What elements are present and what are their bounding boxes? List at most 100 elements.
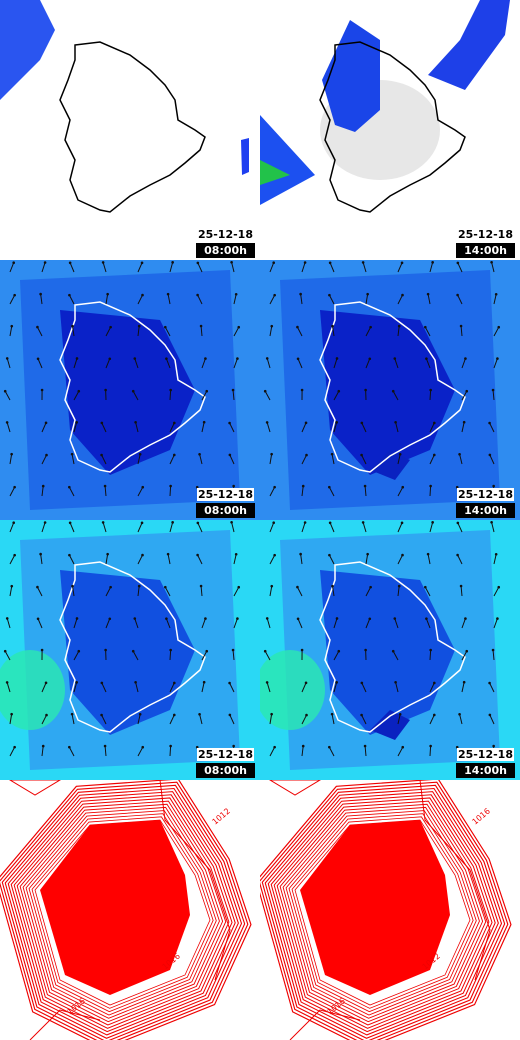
wind-arrow-head: [140, 261, 144, 265]
wind-arrow: [229, 454, 235, 465]
wind-arrow-head: [360, 421, 364, 425]
isobar: [159, 780, 231, 981]
isobar: [291, 816, 474, 1009]
wind-arrow-head: [270, 452, 273, 456]
time-stamp: 14:00h: [456, 763, 515, 778]
wind-arrow-head: [10, 452, 13, 456]
wind-arrow: [101, 682, 107, 693]
wind-arrow: [493, 554, 497, 565]
wind-arrow-head: [494, 292, 498, 296]
wind-arrow-head: [36, 357, 40, 361]
wind-arrow: [102, 522, 107, 533]
wind-arrow-head: [13, 485, 16, 489]
wind-arrow-head: [300, 388, 304, 392]
wind-arrow-head: [164, 325, 167, 329]
wind-arrow-head: [425, 617, 428, 620]
precip-area: [322, 20, 380, 132]
wind-arrow: [301, 714, 307, 725]
wind-arrow: [297, 586, 303, 597]
wind-arrow-head: [199, 324, 203, 328]
wind-arrow-head: [10, 324, 14, 328]
wind-arrow-head: [265, 357, 269, 360]
wind-arrow: [362, 262, 367, 273]
wind-arrow: [200, 325, 203, 337]
wind-arrow: [301, 522, 306, 533]
wind-arrow: [364, 485, 367, 497]
wind-arrow: [137, 586, 140, 597]
wind-arrow: [457, 554, 463, 565]
wind-arrow: [266, 682, 271, 693]
wind-arrow: [329, 262, 335, 273]
precip-area: [0, 0, 55, 100]
wind-arrow: [365, 294, 369, 305]
wind-arrow: [492, 649, 495, 661]
wind-arrow-head: [265, 681, 269, 684]
wind-arrow: [41, 522, 46, 533]
wind-arrow: [397, 262, 403, 273]
wind-arrow: [361, 714, 367, 725]
date-stamp: 25-12-18: [456, 488, 514, 501]
wind-arrow-head: [232, 744, 235, 748]
wind-arrow: [269, 746, 276, 757]
wind-arrow: [395, 682, 399, 693]
wind-arrow: [9, 746, 16, 757]
wind-arrow: [489, 422, 495, 433]
wind-arrow-head: [131, 649, 135, 653]
wind-arrow: [137, 746, 144, 757]
wind-arrow: [492, 389, 495, 401]
wind-arrow-head: [400, 261, 404, 265]
time-stamp: 14:00h: [456, 503, 515, 518]
wind-arrow: [134, 358, 139, 369]
wind-arrow-head: [36, 617, 40, 621]
wind-arrow: [333, 618, 338, 629]
pressure-core: [300, 820, 450, 995]
wind-arrow-head: [299, 552, 302, 556]
wind-arrow-head: [401, 293, 404, 297]
wind-arrow-head: [458, 712, 461, 716]
wind-arrow-head: [497, 325, 501, 329]
wind-arrow-head: [328, 293, 331, 297]
wind-arrow-head: [108, 617, 112, 621]
wind-arrow: [269, 454, 273, 465]
wind-arrow: [460, 325, 463, 337]
wind-arrow: [200, 585, 203, 597]
wind-arrow-head: [104, 388, 107, 392]
wind-arrow-head: [394, 420, 397, 424]
wind-arrow: [297, 358, 303, 369]
wind-arrow: [40, 294, 43, 305]
wind-arrow: [41, 746, 44, 757]
map-panel: 25-12-18 14:00h: [260, 520, 520, 780]
wind-arrow-head: [141, 553, 144, 557]
wind-arrow-head: [462, 680, 466, 684]
wind-arrow: [201, 422, 205, 433]
wind-arrow: [69, 262, 75, 273]
isobar: [289, 1009, 361, 1040]
wind-arrow-head: [44, 421, 48, 425]
wind-arrow: [269, 326, 273, 337]
map-panel: 1012 1016 1016: [260, 780, 520, 1040]
wind-arrow-head: [458, 452, 461, 456]
wind-arrow-head: [40, 388, 44, 392]
wind-arrow-head: [265, 617, 269, 620]
wind-arrow: [457, 522, 463, 533]
wind-arrow: [425, 358, 431, 369]
wind-arrow-head: [263, 389, 267, 393]
wind-arrow: [397, 586, 400, 597]
wind-arrow-head: [401, 485, 405, 489]
wind-arrow: [137, 262, 143, 273]
wind-arrow-head: [462, 420, 466, 424]
wind-arrow: [164, 586, 171, 597]
wind-arrow-head: [331, 324, 334, 328]
island-outline: [319, 301, 466, 473]
wind-arrow: [6, 358, 11, 369]
wind-arrow-head: [429, 388, 432, 392]
wind-arrow: [169, 389, 172, 401]
wind-arrow: [73, 422, 78, 433]
wind-arrow: [491, 262, 495, 273]
wind-arrow: [489, 454, 495, 465]
wind-arrow-head: [401, 553, 404, 557]
wind-arrow: [233, 554, 237, 565]
wind-arrow-head: [204, 357, 207, 360]
date-stamp: 25-12-18: [196, 748, 254, 761]
wind-arrow-head: [335, 357, 339, 360]
